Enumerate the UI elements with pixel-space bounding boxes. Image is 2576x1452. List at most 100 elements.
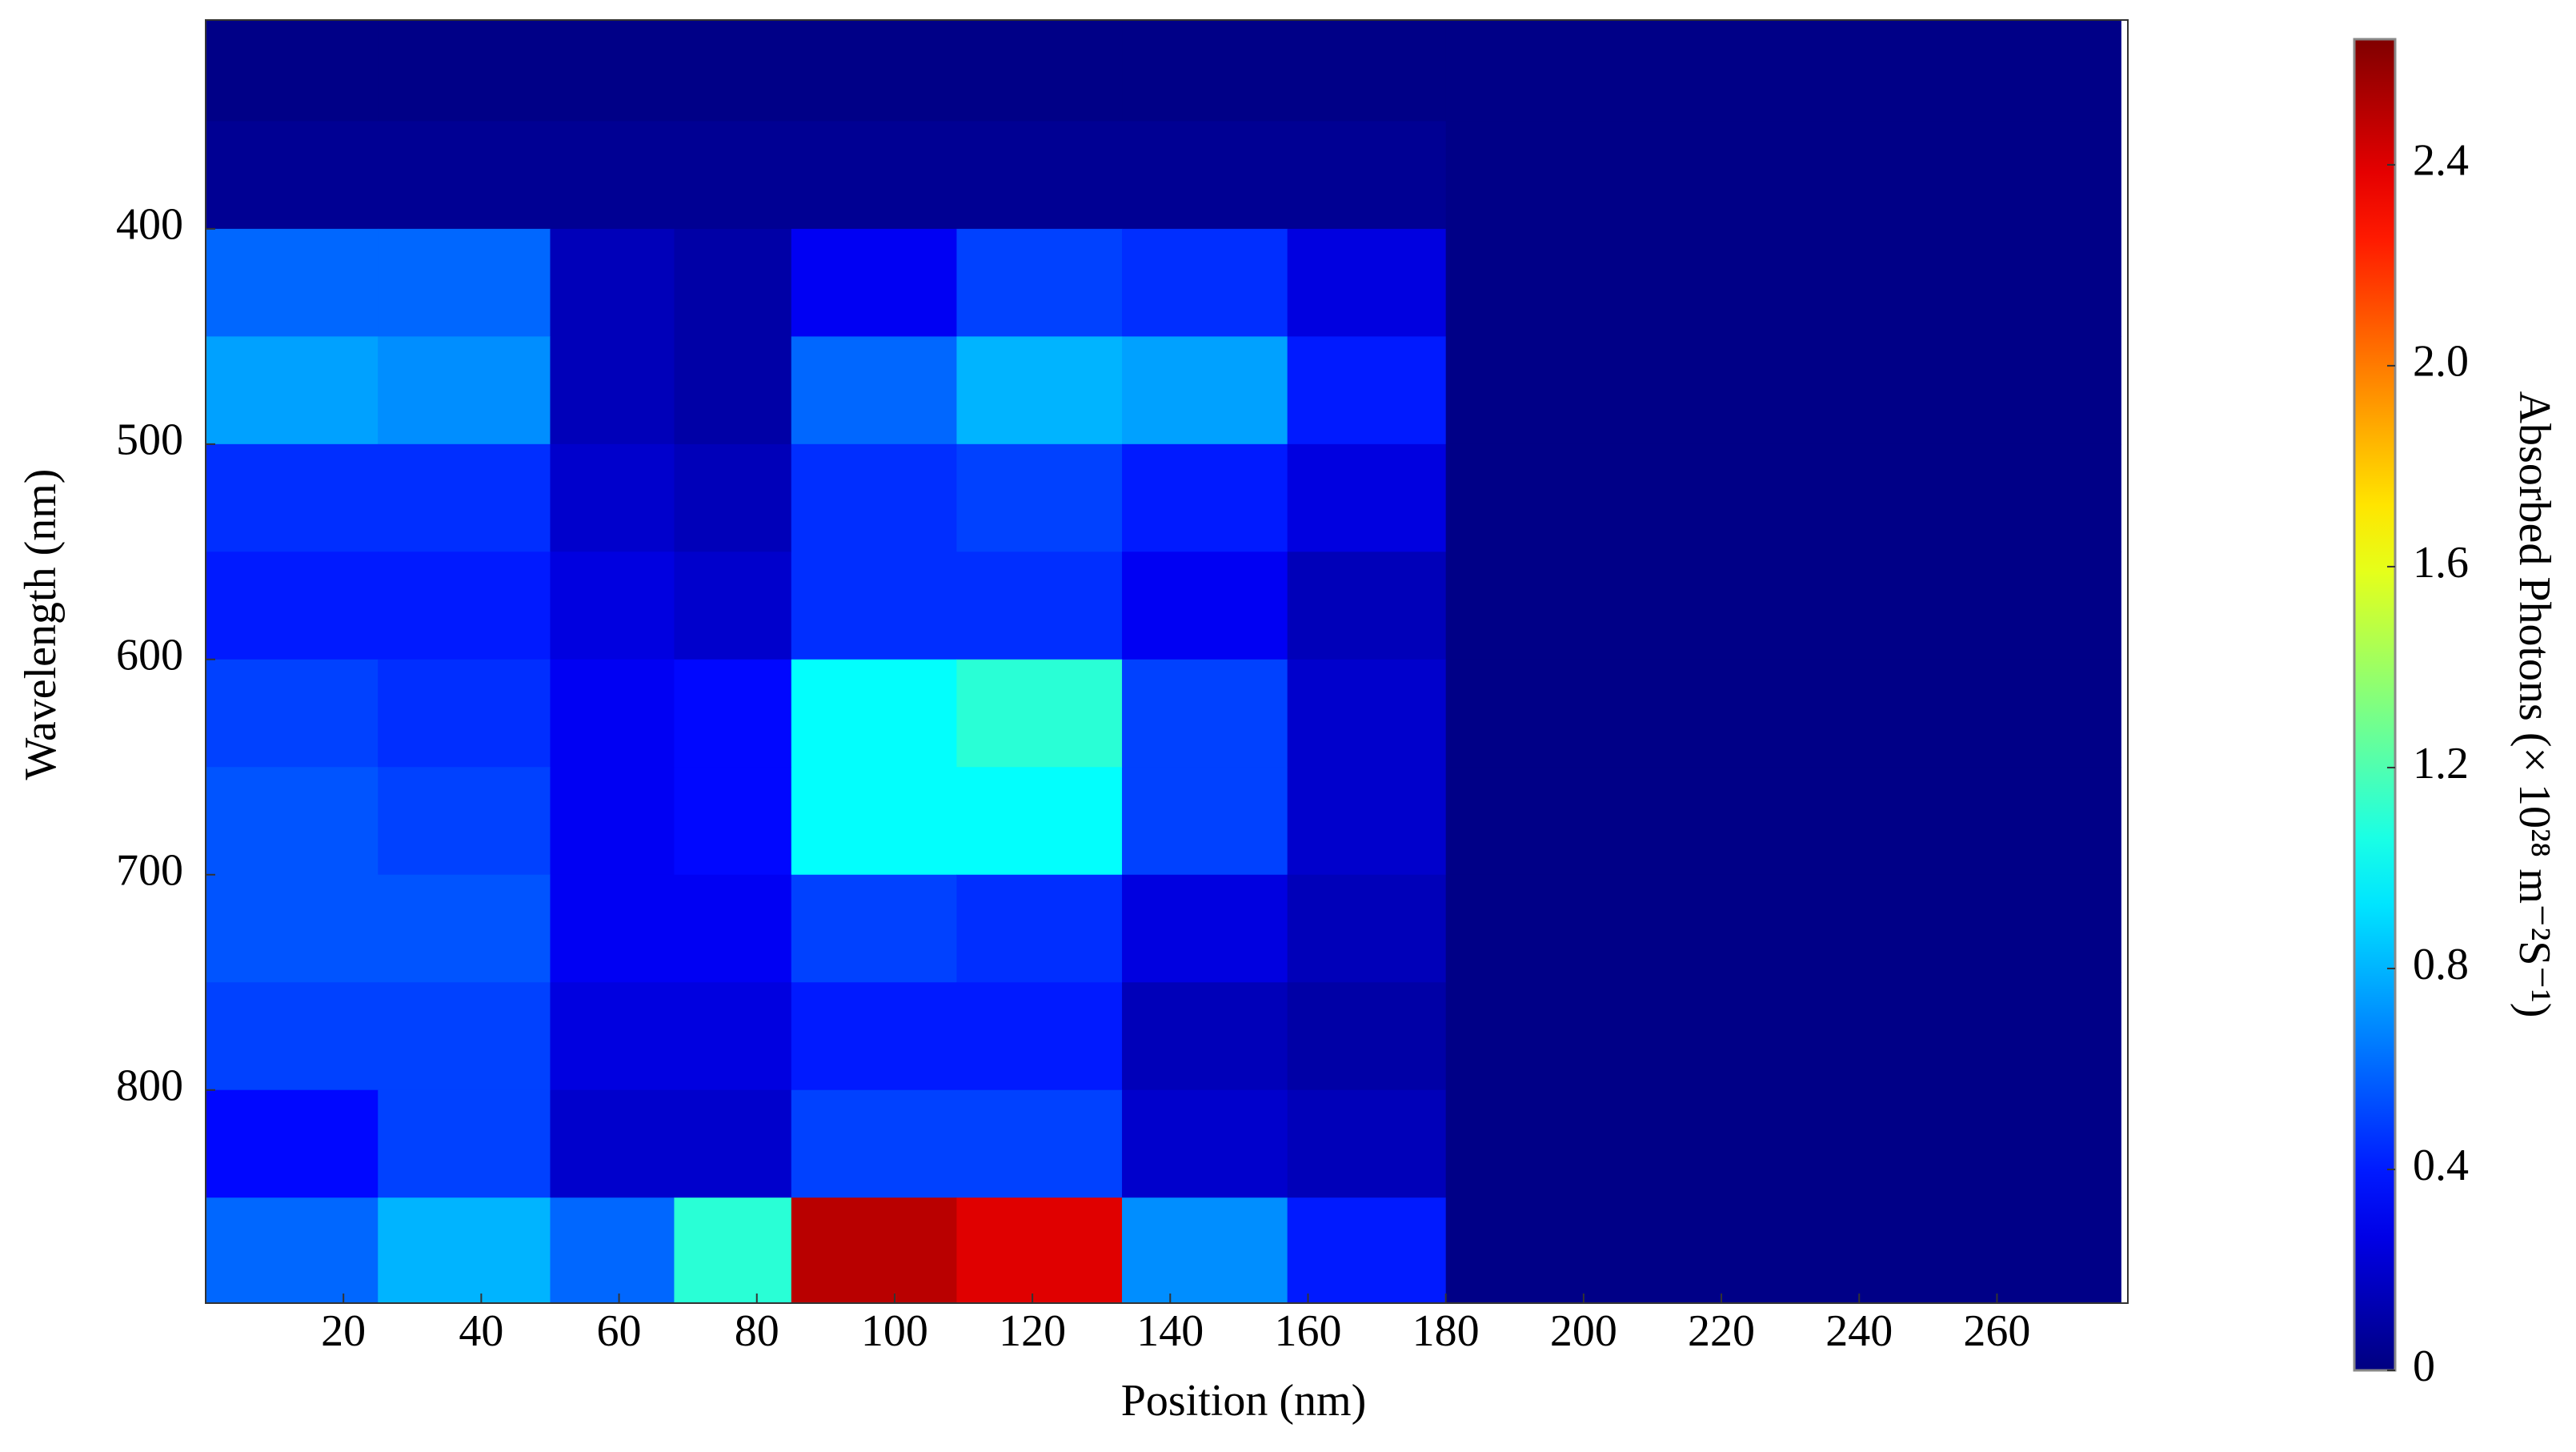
heatmap-cell xyxy=(956,552,1123,660)
heatmap-cell xyxy=(1445,982,2121,1091)
heatmap-cell xyxy=(378,336,551,445)
heatmap-cell xyxy=(674,659,792,768)
heatmap-cell xyxy=(791,659,957,768)
heatmap-cell xyxy=(378,767,551,876)
colorbar-tick-label: 0 xyxy=(2413,1342,2435,1391)
heatmap-cell xyxy=(1287,982,1447,1091)
heatmap-cell xyxy=(791,121,957,230)
heatmap-cell xyxy=(1287,874,1447,983)
heatmap-cell xyxy=(550,1089,675,1198)
heatmap-cell xyxy=(1122,767,1288,876)
heatmap-cell xyxy=(378,552,551,660)
x-tick-label: 200 xyxy=(1550,1306,1617,1356)
heatmap-cell xyxy=(674,228,792,337)
heatmap-cell xyxy=(674,982,792,1091)
heatmap-cell xyxy=(791,336,957,445)
heatmap-cell xyxy=(378,982,551,1091)
heatmap-cell xyxy=(378,1197,551,1304)
heatmap-cell xyxy=(674,336,792,445)
heatmap-cell xyxy=(206,20,379,122)
x-tick-label: 100 xyxy=(861,1306,928,1356)
heatmap-cell xyxy=(1287,1089,1447,1198)
colorbar-tick-label: 0.8 xyxy=(2413,940,2469,989)
heatmap-cell xyxy=(1445,121,2121,230)
heatmap-cell xyxy=(791,1089,957,1198)
heatmap-cell xyxy=(206,659,379,768)
heatmap-cell xyxy=(550,659,675,768)
heatmap-cell xyxy=(956,767,1123,876)
heatmap-cell xyxy=(674,874,792,983)
heatmap-cell xyxy=(1287,20,1447,122)
heatmap-cell xyxy=(1122,552,1288,660)
y-tick-label: 500 xyxy=(116,415,183,465)
heatmap-cell xyxy=(1287,336,1447,445)
x-tick-label: 140 xyxy=(1136,1306,1204,1356)
heatmap-cell xyxy=(1287,1197,1447,1304)
x-tick-label: 60 xyxy=(597,1306,642,1356)
heatmap-cell xyxy=(1122,659,1288,768)
heatmap-cell xyxy=(378,228,551,337)
heatmap-cell xyxy=(956,982,1123,1091)
x-axis-label: Position (nm) xyxy=(1121,1376,1366,1426)
x-tick-label: 40 xyxy=(459,1306,503,1356)
heatmap-cell xyxy=(956,228,1123,337)
heatmap-cell xyxy=(1287,443,1447,552)
colorbar xyxy=(2353,38,2397,1372)
x-tick-label: 120 xyxy=(999,1306,1066,1356)
heatmap-cell xyxy=(550,443,675,552)
heatmap-cell xyxy=(1122,336,1288,445)
heatmap-cell xyxy=(1445,1089,2121,1198)
heatmap-cell xyxy=(956,336,1123,445)
heatmap-cell xyxy=(1445,874,2121,983)
heatmap-cell xyxy=(206,767,379,876)
heatmap-cell xyxy=(1287,767,1447,876)
heatmap-cell xyxy=(1445,659,2121,768)
y-tick-label: 800 xyxy=(116,1061,183,1111)
heatmap-cell xyxy=(956,20,1123,122)
heatmap-cell xyxy=(956,121,1123,230)
heatmap-cell xyxy=(550,552,675,660)
heatmap-cell xyxy=(674,20,792,122)
heatmap-cell xyxy=(550,336,675,445)
y-axis-label: Wavelength (nm) xyxy=(16,469,66,780)
heatmap-cell xyxy=(378,121,551,230)
heatmap-cell xyxy=(550,228,675,337)
heatmap-cell xyxy=(206,1089,379,1198)
x-tick-label: 220 xyxy=(1688,1306,1755,1356)
colorbar-tick-label: 1.6 xyxy=(2413,538,2469,588)
heatmap-cell xyxy=(791,443,957,552)
heatmap-cell xyxy=(206,552,379,660)
heatmap-cell xyxy=(1445,767,2121,876)
heatmap-cell xyxy=(1445,443,2121,552)
heatmap-cell xyxy=(1287,552,1447,660)
heatmap-cell xyxy=(378,443,551,552)
heatmap-cell xyxy=(956,1089,1123,1198)
y-tick-label: 700 xyxy=(116,846,183,896)
heatmap-cell xyxy=(1122,20,1288,122)
colorbar-tick-label: 1.2 xyxy=(2413,739,2469,788)
heatmap-cell xyxy=(206,443,379,552)
heatmap-cell xyxy=(206,874,379,983)
heatmap-cell xyxy=(1122,228,1288,337)
heatmap-cell xyxy=(550,121,675,230)
heatmap-cell xyxy=(956,443,1123,552)
heatmap-cell xyxy=(206,982,379,1091)
heatmap-cell xyxy=(674,552,792,660)
x-tick-label: 260 xyxy=(1963,1306,2030,1356)
heatmap-cell xyxy=(674,1197,792,1304)
x-tick-label: 160 xyxy=(1274,1306,1341,1356)
heatmap-cell xyxy=(791,767,957,876)
heatmap-cell xyxy=(1122,1089,1288,1198)
y-tick-label: 400 xyxy=(116,200,183,250)
heatmap-cell xyxy=(378,20,551,122)
heatmap-cell xyxy=(1445,552,2121,660)
heatmap-cell xyxy=(1122,982,1288,1091)
colorbar-tick-label: 0.4 xyxy=(2413,1141,2469,1190)
heatmap-cell xyxy=(791,228,957,337)
heatmap-cell xyxy=(674,1089,792,1198)
colorbar-tick-label: 2.0 xyxy=(2413,337,2469,387)
plot-frame xyxy=(205,19,2129,1304)
heatmap-cell xyxy=(956,1197,1123,1304)
heatmap-cell xyxy=(791,982,957,1091)
